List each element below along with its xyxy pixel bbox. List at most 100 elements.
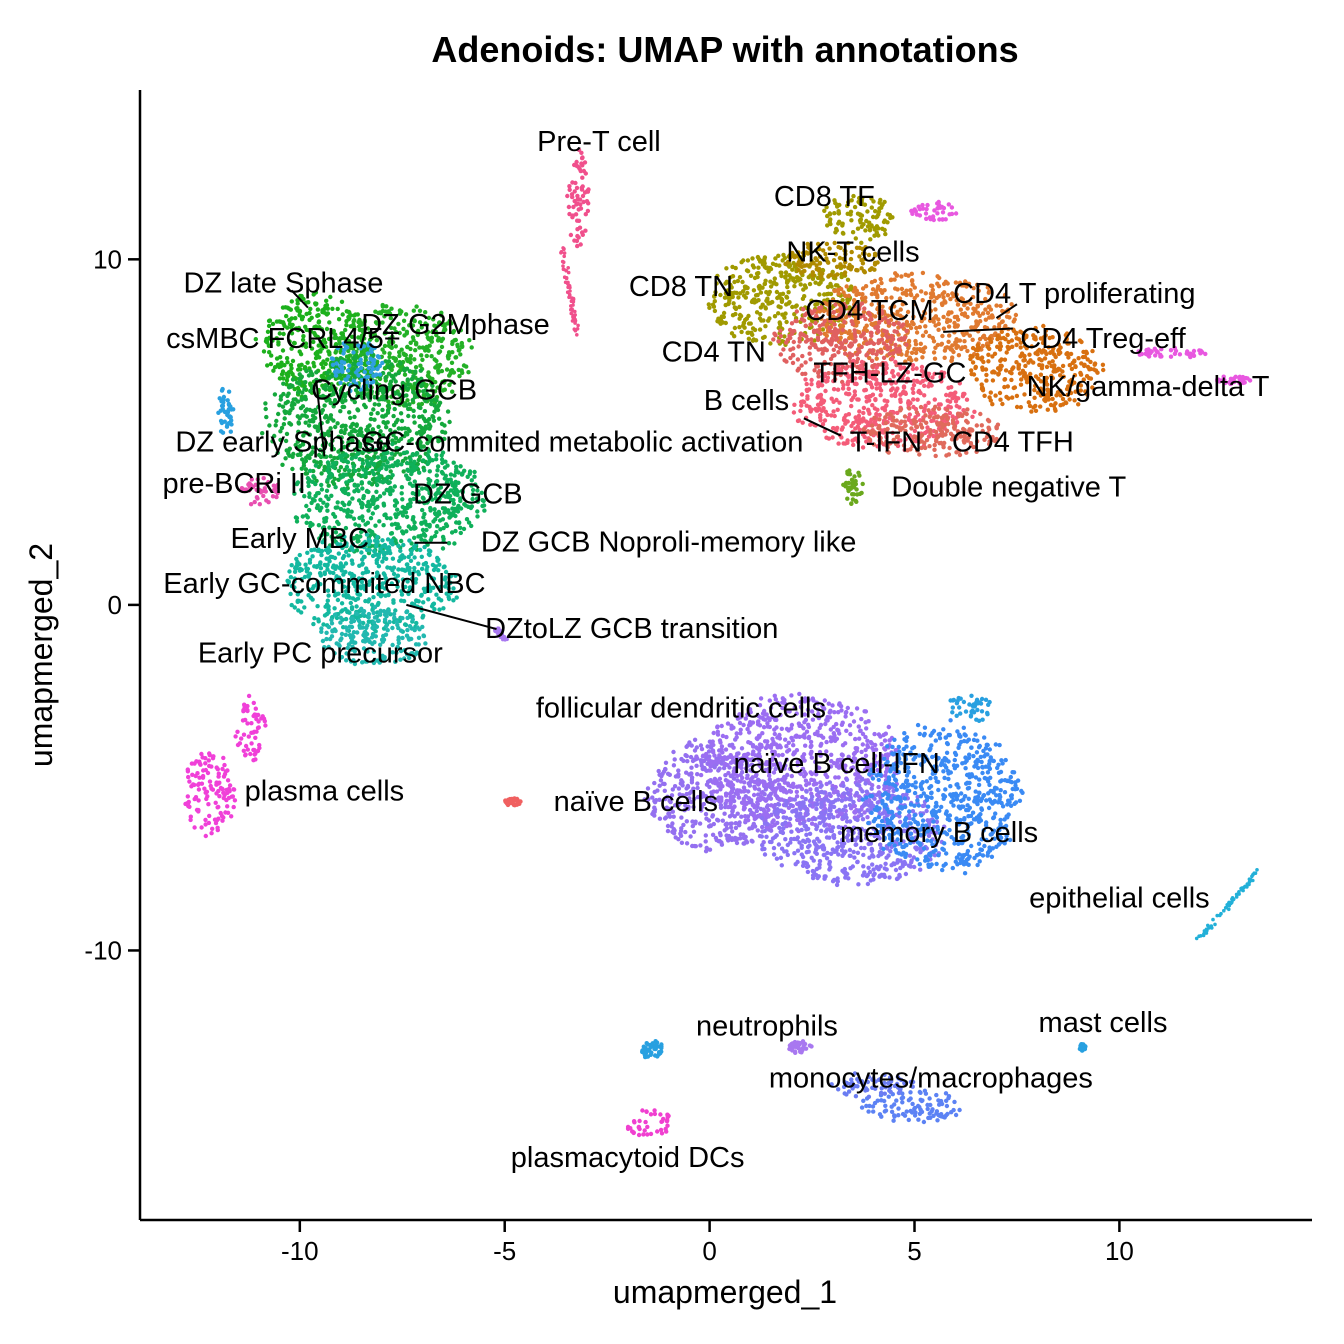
cell-point <box>404 562 410 567</box>
cell-point <box>361 609 367 614</box>
cell-point <box>315 307 321 312</box>
cell-point <box>570 180 575 185</box>
cell-point <box>338 620 343 625</box>
cell-point <box>282 363 287 368</box>
cell-point <box>207 751 212 756</box>
cell-point <box>378 546 383 552</box>
cell-point <box>256 725 261 730</box>
cell-point <box>288 362 294 368</box>
cell-point <box>893 271 898 276</box>
cell-point <box>828 281 833 287</box>
cell-point <box>360 328 365 334</box>
cell-point <box>1053 354 1058 360</box>
cell-point <box>750 326 756 331</box>
cell-point <box>738 291 743 296</box>
cell-point <box>185 769 191 774</box>
cell-point <box>386 399 391 404</box>
cell-point <box>268 336 273 342</box>
cell-point <box>419 353 424 358</box>
cell-point <box>784 295 790 300</box>
cell-point <box>1023 363 1028 369</box>
cell-point <box>707 305 712 310</box>
cell-point <box>790 360 796 366</box>
cell-point <box>750 256 755 261</box>
cell-point <box>748 273 754 278</box>
cell-point <box>274 336 279 341</box>
cell-point <box>712 308 718 314</box>
cell-point <box>303 380 308 385</box>
cell-point <box>751 288 757 293</box>
cell-point <box>385 410 391 415</box>
cell-point <box>1048 402 1054 408</box>
cell-point <box>407 481 413 486</box>
cell-point <box>387 354 392 360</box>
cell-point <box>802 283 808 288</box>
cell-point <box>404 514 410 520</box>
cell-point <box>313 410 318 415</box>
cell-point <box>251 730 256 735</box>
cell-point <box>328 475 333 480</box>
cell-point <box>458 328 463 333</box>
cell-point <box>287 318 292 323</box>
cell-point <box>277 376 283 381</box>
cell-point <box>458 525 463 530</box>
cell-point <box>353 388 359 393</box>
cell-point <box>386 545 392 550</box>
cell-point <box>199 825 204 830</box>
cell-point <box>575 243 580 249</box>
cell-point <box>434 473 439 478</box>
cell-point <box>411 389 416 395</box>
cell-point <box>947 212 952 217</box>
cell-point <box>808 357 813 362</box>
cell-point <box>821 348 826 353</box>
cell-point <box>361 554 367 560</box>
cell-point <box>407 402 412 407</box>
cell-point <box>741 293 747 298</box>
cell-point <box>256 712 261 718</box>
cell-point <box>853 338 858 343</box>
cell-point <box>319 361 324 367</box>
cell-point <box>818 275 824 280</box>
cell-point <box>800 353 805 359</box>
cell-point <box>413 525 418 531</box>
cell-point <box>421 562 426 567</box>
cluster-9 <box>183 751 238 839</box>
cell-point <box>329 617 334 623</box>
cell-point <box>397 308 403 313</box>
cell-point <box>453 528 458 534</box>
cell-point <box>806 275 811 280</box>
cell-point <box>325 502 330 507</box>
cell-point <box>351 464 356 469</box>
cell-point <box>909 350 915 355</box>
cell-point <box>320 365 326 370</box>
cell-point <box>220 818 225 823</box>
cell-point <box>331 511 336 517</box>
cell-point <box>923 329 929 335</box>
cell-point <box>259 716 264 721</box>
cell-point <box>329 356 335 361</box>
cell-point <box>392 429 398 434</box>
cell-point <box>442 510 447 515</box>
cell-point <box>292 341 297 346</box>
cell-point <box>756 270 761 276</box>
cell-point <box>1016 362 1022 367</box>
cell-point <box>988 339 994 345</box>
cell-point <box>187 779 192 784</box>
cell-point <box>412 545 417 551</box>
cell-point <box>584 199 590 204</box>
cluster-14 <box>909 199 959 223</box>
cell-point <box>402 368 407 373</box>
cell-point <box>423 348 428 353</box>
cell-point <box>301 383 307 388</box>
cell-point <box>341 472 346 477</box>
cell-point <box>373 505 378 511</box>
cell-point <box>413 365 419 370</box>
cell-point <box>215 825 220 830</box>
cell-point <box>920 270 926 276</box>
cell-point <box>426 315 432 321</box>
cell-point <box>319 471 324 476</box>
cell-point <box>411 414 416 419</box>
cell-point <box>192 825 197 830</box>
cell-point <box>208 783 213 789</box>
cell-point <box>417 345 422 350</box>
